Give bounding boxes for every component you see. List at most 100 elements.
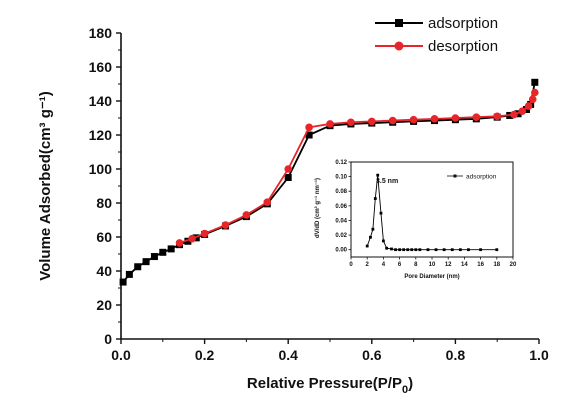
data-point-desorption — [221, 221, 230, 229]
inset-x-ticks: 0 2 4 6 8 10 12 14 16 18 20 — [349, 257, 517, 268]
data-point-adsorption — [531, 78, 539, 86]
data-point-adsorption — [284, 174, 292, 181]
data-point-desorption — [200, 229, 209, 238]
data-point-desorption — [524, 102, 533, 110]
inset-x-tick-label: 12 — [445, 262, 452, 268]
main-x-tick-label: 1.0 — [529, 347, 549, 363]
inset-data-point-adsorption — [382, 239, 385, 243]
series-line-adsorption — [122, 82, 536, 283]
inset-x-tick-label: 14 — [461, 262, 468, 268]
legend-adsorption-marker — [395, 19, 403, 27]
main-y-tick-label: 120 — [89, 127, 113, 143]
data-point-desorption — [368, 117, 376, 126]
main-y-tick-label: 40 — [96, 263, 112, 279]
inset-data-point-adsorption — [385, 246, 389, 250]
data-point-desorption — [284, 165, 293, 173]
data-point-adsorption — [119, 278, 127, 286]
data-point-desorption — [188, 234, 196, 243]
main-series-layer — [119, 78, 539, 286]
main-y-tick-label: 160 — [89, 59, 113, 75]
main-x-tick-label: 0.8 — [446, 347, 466, 363]
main-y-tick-label: 20 — [96, 297, 112, 313]
inset-legend-marker — [453, 174, 457, 178]
data-point-desorption — [451, 114, 460, 122]
main-x-tick-label: 0.2 — [195, 347, 215, 363]
data-point-desorption — [347, 118, 355, 127]
main-legend: adsorption desorption — [375, 15, 498, 55]
inset-data-point-adsorption — [414, 248, 418, 252]
inset-y-ticks: 0.00 0.02 0.04 0.06 0.08 0.10 0.12 — [335, 160, 351, 254]
inset-data-point-adsorption — [426, 248, 430, 252]
inset-data-point-adsorption — [376, 173, 380, 177]
inset-data-point-adsorption — [394, 248, 397, 252]
data-point-adsorption — [167, 245, 175, 253]
data-point-desorption — [242, 211, 251, 219]
main-y-tick-label: 0 — [104, 331, 112, 347]
inset-data-point-adsorption — [458, 248, 462, 252]
main-y-ticks: 0 20 40 60 80 100 120 140 160 180 — [89, 25, 121, 347]
inset-data-point-adsorption — [379, 211, 383, 215]
data-point-desorption — [263, 198, 272, 206]
data-point-adsorption — [184, 237, 192, 245]
inset-y-tick-label: 0.02 — [335, 233, 347, 239]
main-y-tick-label: 60 — [96, 229, 112, 245]
inset-peak-annotation: 3.5 nm — [376, 178, 398, 185]
inset-y-tick-label: 0.06 — [335, 204, 347, 210]
inset-y-tick-label: 0.10 — [335, 175, 347, 181]
data-point-adsorption — [134, 263, 142, 271]
data-point-adsorption — [159, 248, 167, 256]
inset-x-tick-label: 6 — [398, 262, 402, 268]
inset-data-point-adsorption — [365, 244, 369, 248]
main-x-tick-label: 0.0 — [111, 347, 131, 363]
legend-desorption-marker — [394, 41, 404, 51]
inset-data-point-adsorption — [371, 227, 375, 231]
inset-x-tick-label: 20 — [510, 262, 517, 268]
main-y-axis-title: Volume Adsorbed(cm³ g⁻¹) — [37, 91, 54, 281]
inset-data-point-adsorption — [442, 248, 446, 252]
inset-legend: adsorption — [447, 174, 497, 181]
inset-data-point-adsorption — [406, 248, 410, 252]
main-y-tick-label: 140 — [89, 93, 113, 109]
data-point-desorption — [305, 123, 313, 132]
inset-data-point-adsorption — [418, 248, 422, 252]
legend-adsorption-label: adsorption — [428, 15, 498, 32]
main-x-ticks: 0.0 0.2 0.4 0.6 0.8 1.0 — [111, 339, 549, 363]
data-point-desorption — [430, 115, 439, 123]
main-x-tick-label: 0.4 — [278, 347, 298, 363]
data-point-desorption — [518, 107, 527, 115]
inset-data-point-adsorption — [495, 248, 499, 252]
main-y-tick-label: 80 — [96, 195, 112, 211]
inset-data-point-adsorption — [402, 248, 406, 252]
data-point-adsorption — [150, 253, 158, 261]
inset-data-point-adsorption — [467, 248, 470, 252]
inset-legend-label: adsorption — [466, 174, 497, 181]
inset-data-point-adsorption — [450, 248, 454, 252]
inset-y-tick-label: 0.04 — [335, 218, 347, 224]
inset-y-tick-label: 0.00 — [335, 248, 347, 254]
data-point-desorption — [326, 120, 334, 128]
inset-y-tick-label: 0.12 — [335, 160, 347, 166]
main-x-axis-title-subscript: 0 — [402, 384, 408, 396]
data-point-adsorption — [522, 106, 530, 113]
data-point-desorption — [531, 88, 539, 97]
main-x-tick-label: 0.6 — [362, 347, 382, 363]
inset-data-point-adsorption — [390, 247, 393, 251]
inset-data-point-adsorption — [434, 248, 438, 252]
inset-series-line-adsorption — [366, 175, 497, 251]
legend-desorption-label: desorption — [428, 38, 498, 55]
main-y-tick-label: 180 — [89, 25, 113, 41]
inset-x-axis-title: Pore Diameter (nm) — [404, 274, 459, 280]
inset-data-point-adsorption — [479, 248, 482, 252]
main-axes — [120, 33, 539, 340]
main-x-axis-title: Relative Pressure(P/P0) — [247, 375, 413, 396]
series-line-desorption — [179, 92, 536, 244]
main-y-tick-label: 100 — [89, 161, 113, 177]
data-point-adsorption — [125, 270, 133, 278]
inset-x-tick-label: 8 — [414, 262, 418, 268]
data-point-desorption — [388, 116, 397, 125]
inset-data-point-adsorption — [369, 235, 372, 239]
inset-y-axis-title: dV/dD (cm³ g⁻¹ nm⁻¹) — [314, 178, 321, 238]
data-point-desorption — [409, 115, 418, 124]
inset-x-tick-label: 16 — [477, 262, 484, 268]
